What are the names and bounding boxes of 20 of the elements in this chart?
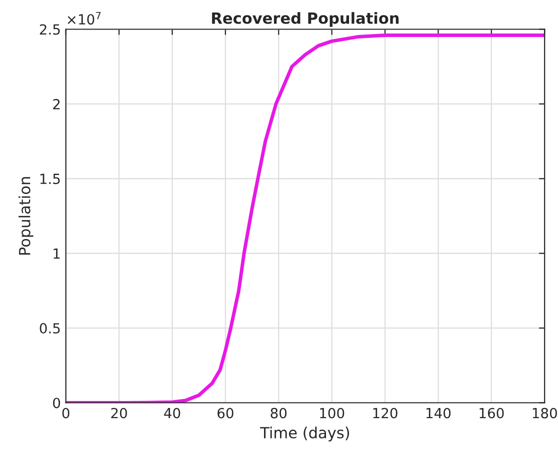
y-tick-label: 2.5 (40, 24, 60, 35)
y-tick-label: 0.5 (40, 323, 60, 334)
x-axis-title: Time (days) (260, 426, 350, 442)
x-tick-label: 20 (111, 408, 127, 418)
x-tick-label: 120 (373, 408, 398, 418)
x-tick-label: 0 (62, 408, 70, 418)
x-tick-label: 100 (320, 408, 344, 418)
x-tick-label: 80 (270, 408, 287, 418)
text: ×10$^{7}$ (68, 12, 101, 25)
y-tick-label: 1.5 (40, 174, 60, 184)
y-tick-label: 2 (53, 98, 60, 110)
x-tick-label: 60 (218, 408, 234, 418)
y-axis-title: Population (18, 177, 34, 255)
x-tick-label: 40 (164, 408, 180, 418)
y-tick-label: 1 (54, 248, 60, 259)
x-tick-label: 140 (426, 408, 451, 418)
x-tick-label: 160 (480, 408, 504, 418)
chart-title: Recovered Population (212, 12, 399, 27)
x-tick-label: 180 (532, 408, 557, 418)
y-tick-label: 0 (53, 398, 60, 408)
